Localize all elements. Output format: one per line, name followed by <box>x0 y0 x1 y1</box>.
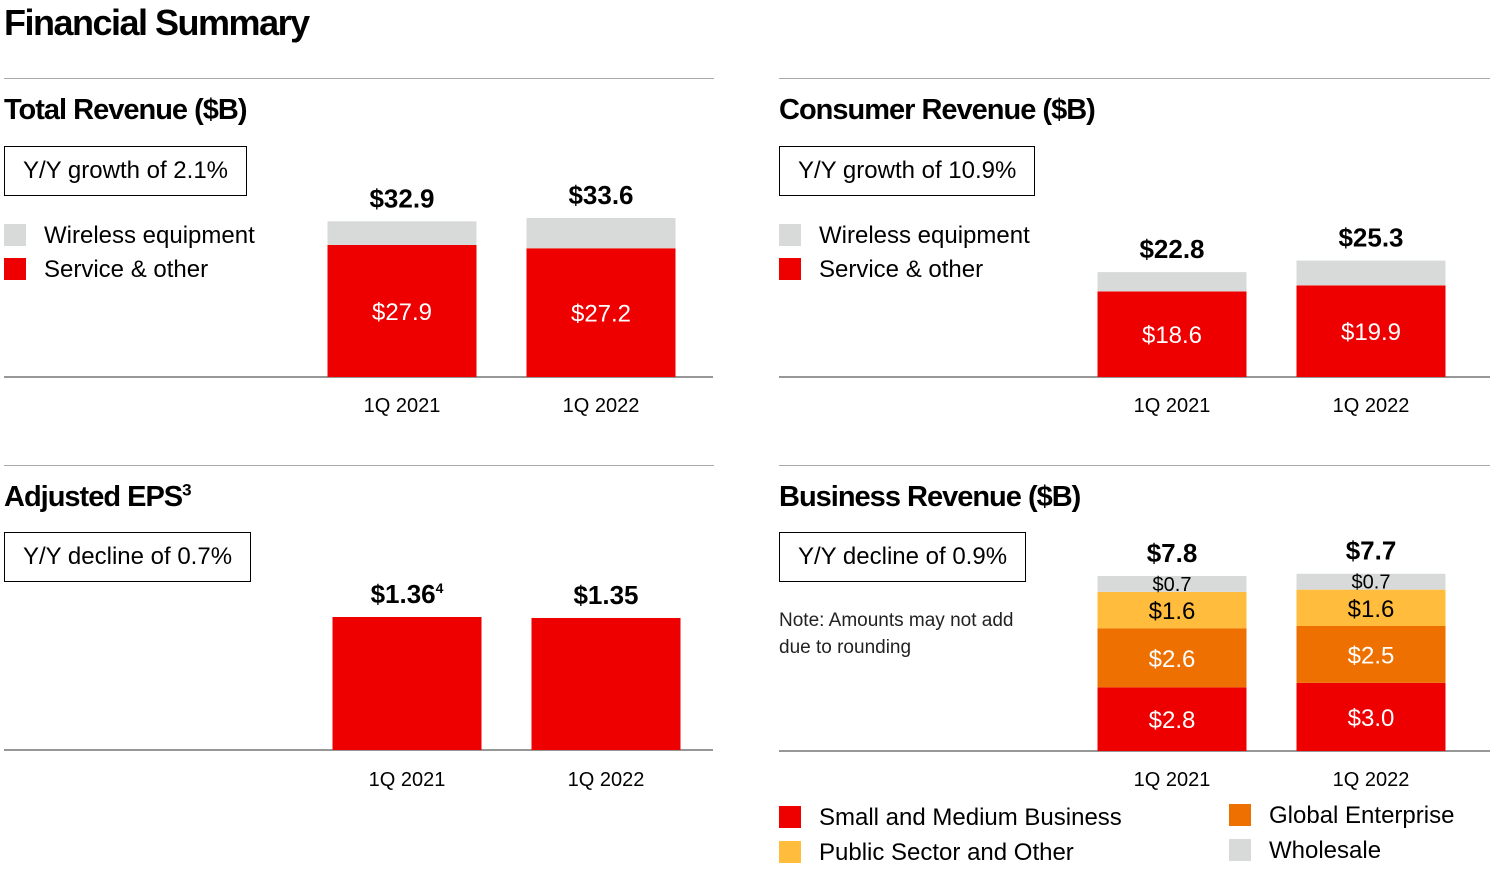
legend-label: Wholesale <box>1269 837 1382 864</box>
bar-segment <box>1097 576 1247 592</box>
bar-segment-label: $18.6 <box>1142 322 1202 349</box>
page-title: Financial Summary <box>4 2 310 43</box>
x-tick-label: 1Q 2021 <box>1134 769 1211 791</box>
x-tick-label: 1Q 2022 <box>563 395 640 417</box>
legend-label: Service & other <box>44 256 209 283</box>
legend-wholesale: Wholesale <box>1229 837 1381 865</box>
bar-segment-label: $1.6 <box>1149 598 1196 625</box>
panel-title-text: Adjusted EPS <box>4 481 183 513</box>
footnote-marker: 3 <box>182 480 192 500</box>
legend-public-sector: Public Sector and Other <box>779 839 1074 867</box>
red-swatch <box>779 258 801 280</box>
bar-segment <box>327 244 477 377</box>
decline-callout: Y/Y decline of 0.7% <box>4 532 252 582</box>
bar-segment <box>1296 573 1446 590</box>
bar-segment-label: $0.7 <box>1153 574 1192 596</box>
bar-total-label: $32.9 <box>369 183 434 213</box>
bar-segment-label: $2.5 <box>1348 642 1395 669</box>
legend-wireless-equipment: Wireless equipment <box>4 222 255 250</box>
bar-segment-label: $27.2 <box>571 301 631 328</box>
x-tick-label: 1Q 2021 <box>364 395 441 417</box>
gray-swatch <box>4 224 26 246</box>
legend-service-other: Service & other <box>4 256 208 284</box>
bar-segment <box>531 617 681 750</box>
adjusted-eps-panel: Adjusted EPS3 Y/Y decline of 0.7% <box>4 465 714 795</box>
legend-global-enterprise: Global Enterprise <box>1229 802 1454 830</box>
legend-wireless-equipment: Wireless equipment <box>779 222 1030 250</box>
gray-swatch <box>779 224 801 246</box>
bar-total-label: $7.8 <box>1147 538 1198 568</box>
bar-segment <box>1296 589 1446 626</box>
bar-segment <box>1097 687 1247 751</box>
growth-callout: Y/Y growth of 10.9% <box>779 146 1036 196</box>
bar-total-label: $25.3 <box>1338 223 1403 253</box>
decline-callout: Y/Y decline of 0.9% <box>779 532 1027 582</box>
orange-swatch <box>1229 804 1251 826</box>
bar-segment <box>1296 285 1446 377</box>
growth-callout: Y/Y growth of 2.1% <box>4 146 248 196</box>
bar-segment <box>1296 626 1446 683</box>
bar-segment-label: $2.6 <box>1149 646 1196 673</box>
bar-segment <box>332 617 482 750</box>
legend-label: Global Enterprise <box>1269 802 1455 829</box>
bar-total-label: $1.364 <box>371 579 444 609</box>
panel-title: Business Revenue ($B) <box>779 481 1081 513</box>
bar-segment-label: $0.7 <box>1352 572 1391 594</box>
bar-segment-label: $27.9 <box>372 299 432 326</box>
bar-segment <box>526 218 676 249</box>
panel-title: Consumer Revenue ($B) <box>779 94 1096 126</box>
legend-label: Wireless equipment <box>819 222 1030 249</box>
x-tick-label: 1Q 2021 <box>1134 395 1211 417</box>
bar-total-label: $33.6 <box>568 180 633 210</box>
legend-label: Wireless equipment <box>44 222 255 249</box>
legend-label: Service & other <box>819 256 984 283</box>
consumer-revenue-panel: Consumer Revenue ($B) Y/Y growth of 10.9… <box>779 78 1490 438</box>
legend-label: Public Sector and Other <box>819 839 1074 866</box>
red-swatch <box>4 258 26 280</box>
yellow-swatch <box>779 841 801 863</box>
bar-total-label: $22.8 <box>1139 234 1204 264</box>
x-tick-label: 1Q 2022 <box>1333 769 1410 791</box>
bar-segment <box>526 248 676 377</box>
x-tick-label: 1Q 2022 <box>568 769 645 791</box>
bar-segment-label: $19.9 <box>1341 319 1401 346</box>
bar-segment-label: $2.8 <box>1149 707 1196 734</box>
footnote-marker: 4 <box>436 580 444 596</box>
bar-segment-label: $3.0 <box>1348 705 1395 732</box>
panel-title: Total Revenue ($B) <box>4 94 248 126</box>
legend-label: Small and Medium Business <box>819 804 1122 831</box>
bar-total-label: $7.7 <box>1346 536 1397 566</box>
x-tick-label: 1Q 2021 <box>369 769 446 791</box>
x-tick-label: 1Q 2022 <box>1333 395 1410 417</box>
rounding-note: Note: Amounts may not add due to roundin… <box>779 610 1014 658</box>
bar-segment <box>1097 628 1247 688</box>
total-revenue-panel: Total Revenue ($B) Y/Y growth of 2.1% Wi… <box>4 78 714 438</box>
bar-segment <box>1097 591 1247 629</box>
business-revenue-panel: Business Revenue ($B) Y/Y decline of 0.9… <box>779 465 1490 795</box>
gray-swatch <box>1229 839 1251 861</box>
legend-service-other: Service & other <box>779 256 983 284</box>
bar-segment <box>1097 291 1247 377</box>
legend-small-medium-business: Small and Medium Business <box>779 804 1122 832</box>
divider <box>779 78 1490 79</box>
bar-segment <box>1296 682 1446 751</box>
bar-segment-label: $1.6 <box>1348 596 1395 623</box>
bar-segment <box>327 221 477 245</box>
panel-title: Adjusted EPS3 <box>4 480 192 514</box>
divider <box>4 465 714 466</box>
bar-total-label: $1.35 <box>573 580 638 610</box>
divider <box>779 465 1490 466</box>
bar-segment <box>1097 272 1247 292</box>
bar-segment <box>1296 260 1446 286</box>
divider <box>4 78 714 79</box>
red-swatch <box>779 806 801 828</box>
